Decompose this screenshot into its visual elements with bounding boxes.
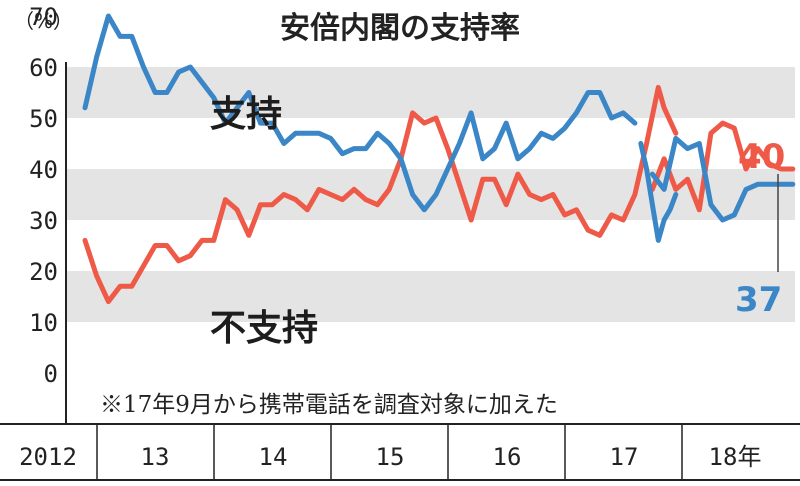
y-tick-label: 40	[29, 156, 58, 184]
series-label-approval: 支持	[210, 94, 282, 135]
disapproval-line-segment	[82, 84, 679, 305]
x-tick-label: 15	[376, 443, 405, 471]
grid-band	[66, 169, 795, 220]
end-value-disapproval: 40	[738, 137, 785, 177]
approval-line-segment	[638, 141, 679, 243]
y-tick-label: 0	[44, 360, 58, 388]
y-tick-label: 50	[29, 105, 58, 133]
y-tick-label: 10	[29, 309, 58, 337]
grid-band	[66, 67, 795, 118]
y-tick-label: 60	[29, 54, 58, 82]
grid-band	[66, 271, 795, 322]
y-tick-label: 30	[29, 207, 58, 235]
x-tick-label: 2012	[19, 443, 77, 471]
series-lines	[82, 13, 796, 305]
grid-bands	[66, 67, 795, 322]
y-tick-label: 70	[29, 3, 58, 31]
end-value-approval: 37	[735, 280, 782, 320]
disapproval-line-segment	[649, 120, 796, 213]
x-tick-label: 16	[493, 443, 522, 471]
x-tick-label: 17	[610, 443, 639, 471]
y-axis-unit: （%）	[14, 9, 73, 33]
approval-line-segment	[649, 135, 796, 223]
y-tick-label: 20	[29, 258, 58, 286]
y-tick-labels: 0 10 20 30 40 50 60 70	[29, 3, 58, 388]
x-tick-labels: 2012 13 14 15 16 17 18年	[19, 443, 761, 471]
x-tick-label: 13	[141, 443, 170, 471]
series-label-disapproval: 不支持	[210, 308, 318, 349]
survey-note: ※17年9月から携帯電話を調査対象に加えた	[100, 392, 558, 418]
axes	[0, 62, 800, 481]
approval-line-segment	[82, 13, 638, 213]
x-tick-label: 18年	[709, 443, 762, 471]
x-tick-label: 14	[259, 443, 288, 471]
chart-title: 安倍内閣の支持率	[280, 11, 520, 46]
